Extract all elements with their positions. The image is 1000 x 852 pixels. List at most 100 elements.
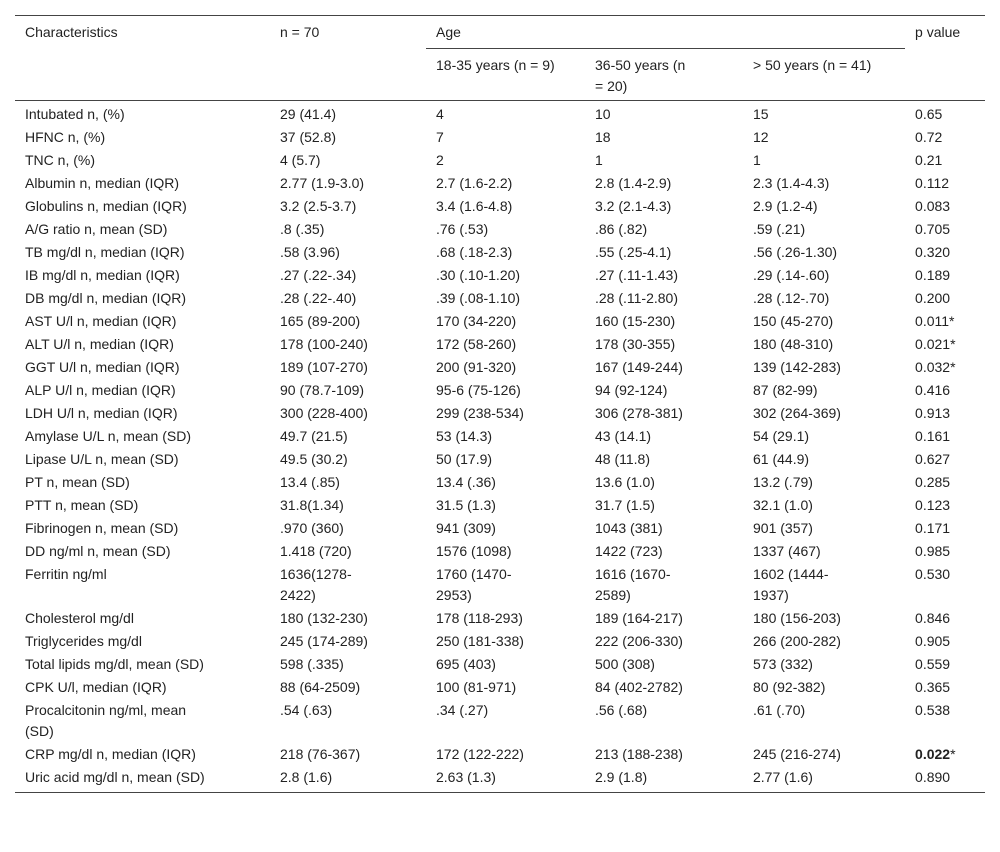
table-row: Cholesterol mg/dl 180 (132-230) 178 (118-2… — [15, 607, 985, 630]
table-cell: 2.63 (1.3) — [436, 769, 496, 785]
table-cell: Total lipids mg/dl, mean (SD) — [25, 656, 204, 672]
table-cell: TNC n, (%) — [25, 152, 95, 168]
table-cell: .86 (.82) — [595, 221, 648, 237]
table-cell: 2.3 (1.4-4.3) — [753, 175, 830, 191]
table-cell: 299 (238-534) — [436, 405, 524, 421]
table-cell: 0.022* — [905, 743, 985, 766]
table-cell: 0.538 — [915, 702, 951, 718]
table-cell: .76 (.53) — [436, 221, 489, 237]
table-row: Intubated n, (%) 29 (41.4) 4 10 15 0.65 — [15, 101, 985, 127]
table-cell: 1337 (467) — [753, 543, 821, 559]
table-header: Characteristics n = 70 Age p value 18-35… — [15, 15, 986, 101]
table-cell: 2.8 (1.4-2.9) — [595, 175, 672, 191]
table-cell: 189 (107-270) — [280, 359, 368, 375]
table-row: TB mg/dl n, median (IQR) .58 (3.96) .68 (.… — [15, 241, 985, 264]
table-cell: 2 — [436, 152, 444, 168]
table-cell: 0.846 — [915, 610, 951, 626]
table-row: ALT U/l n, median (IQR) 178 (100-240) 172 … — [15, 333, 985, 356]
table-cell: Cholesterol mg/dl — [25, 610, 134, 626]
table-cell: 0.72 — [915, 129, 943, 145]
table-cell: 37 (52.8) — [280, 129, 337, 145]
table-cell: .29 (.14-.60) — [753, 267, 830, 283]
table-cell: 54 (29.1) — [753, 428, 810, 444]
table-cell: 172 (122-222) — [436, 746, 524, 762]
table-cell: 12 — [753, 129, 769, 145]
table-cell: 218 (76-367) — [280, 746, 361, 762]
table-cell: 100 (81-971) — [436, 679, 517, 695]
table-cell: PT n, mean (SD) — [25, 474, 130, 490]
table-cell: 31.5 (1.3) — [436, 497, 496, 513]
table-cell: DB mg/dl n, median (IQR) — [25, 290, 187, 306]
table-cell: 189 (164-217) — [595, 610, 683, 626]
table-cell: 1760 (1470-2953) — [436, 566, 512, 603]
table-cell: PTT n, mean (SD) — [25, 497, 139, 513]
table-cell: 1422 (723) — [595, 543, 663, 559]
table-cell: 1043 (381) — [595, 520, 663, 536]
table-cell: 0.890 — [915, 769, 951, 785]
table-cell: 0.559 — [915, 656, 951, 672]
table-cell: 0.65 — [915, 106, 943, 122]
table-row: CRP mg/dl n, median (IQR) 218 (76-367) 172… — [15, 743, 985, 766]
table-cell: 213 (188-238) — [595, 746, 683, 762]
table-cell: 0.171 — [915, 520, 951, 536]
table-cell: .30 (.10-1.20) — [436, 267, 521, 283]
table-cell: 94 (92-124) — [595, 382, 668, 398]
header-row: 18-35 years (n = 9) 36-50 years (n = 20)… — [15, 49, 986, 101]
table-cell: LDH U/l n, median (IQR) — [25, 405, 178, 421]
table-cell: 901 (357) — [753, 520, 813, 536]
table-cell: 1.418 (720) — [280, 543, 352, 559]
table-row: GGT U/l n, median (IQR) 189 (107-270) 200 … — [15, 356, 985, 379]
table-cell: Fibrinogen n, mean (SD) — [25, 520, 179, 536]
table-cell: 0.530 — [915, 566, 951, 582]
table-row: HFNC n, (%) 37 (52.8) 7 18 12 0.72 — [15, 126, 985, 149]
table-row: Ferritin ng/ml 1636(1278-2422) 1760 (1470-… — [15, 563, 985, 607]
table-cell: 172 (58-260) — [436, 336, 517, 352]
table-cell: 0.21 — [915, 152, 943, 168]
table-cell: 3.2 (2.5-3.7) — [280, 198, 357, 214]
table-cell: 43 (14.1) — [595, 428, 652, 444]
table-row: CPK U/l, median (IQR) 88 (64-2509) 100 (81… — [15, 676, 985, 699]
table-row: TNC n, (%) 4 (5.7) 2 1 1 0.21 — [15, 149, 985, 172]
data-table: Characteristics n = 70 Age p value 18-35… — [15, 15, 986, 793]
table-cell: 31.7 (1.5) — [595, 497, 655, 513]
table-cell: 0.083 — [915, 198, 951, 214]
table-cell: Ferritin ng/ml — [25, 566, 107, 582]
header-row: Characteristics n = 70 Age p value — [15, 15, 985, 49]
table-cell: 302 (264-369) — [753, 405, 841, 421]
table-cell: .8 (.35) — [280, 221, 325, 237]
table-cell: .56 (.68) — [595, 702, 648, 718]
table-row: PT n, mean (SD) 13.4 (.85) 13.4 (.36) 13.6 … — [15, 471, 985, 494]
table-body: Intubated n, (%) 29 (41.4) 4 10 15 0.65 HFNC n… — [15, 101, 985, 793]
table-cell: 598 (.335) — [280, 656, 344, 672]
table-row: AST U/l n, median (IQR) 165 (89-200) 170 (… — [15, 310, 985, 333]
table-cell: Amylase U/L n, mean (SD) — [25, 428, 191, 444]
table-row: PTT n, mean (SD) 31.8(1.34) 31.5 (1.3) 31.7… — [15, 494, 985, 517]
table-cell: 0.285 — [915, 474, 951, 490]
table-cell: 1616 (1670-2589) — [595, 566, 671, 603]
table-cell: 0.985 — [915, 543, 951, 559]
table-cell: 167 (149-244) — [595, 359, 683, 375]
table-cell: 13.4 (.36) — [436, 474, 496, 490]
table-cell: 180 (156-203) — [753, 610, 841, 626]
table-cell: 15 — [753, 106, 769, 122]
header-cell: Age — [426, 15, 906, 49]
header-cell: n = 70 — [280, 24, 320, 40]
table-cell: 178 (118-293) — [436, 610, 523, 626]
table-cell: Intubated n, (%) — [25, 106, 125, 122]
table-cell: 139 (142-283) — [753, 359, 841, 375]
table-cell: 48 (11.8) — [595, 451, 650, 467]
table-row: DD ng/ml n, mean (SD) 1.418 (720) 1576 (10… — [15, 540, 985, 563]
table-cell: 29 (41.4) — [280, 106, 337, 122]
table-cell: 0.320 — [915, 244, 951, 260]
table-cell: ALP U/l n, median (IQR) — [25, 382, 176, 398]
table-row: Procalcitonin ng/ml, mean (SD) .54 (.63).… — [15, 699, 985, 743]
header-cell: 18-35 years (n = 9) — [436, 57, 555, 73]
table-cell: .27 (.22-.34) — [280, 267, 357, 283]
table-row: Triglycerides mg/dl 245 (174-289) 250 (181… — [15, 630, 985, 653]
table-cell: 0.913 — [915, 405, 951, 421]
table-cell: .59 (.21) — [753, 221, 806, 237]
table-cell: 941 (309) — [436, 520, 496, 536]
table-cell: TB mg/dl n, median (IQR) — [25, 244, 185, 260]
table-cell: 180 (48-310) — [753, 336, 834, 352]
